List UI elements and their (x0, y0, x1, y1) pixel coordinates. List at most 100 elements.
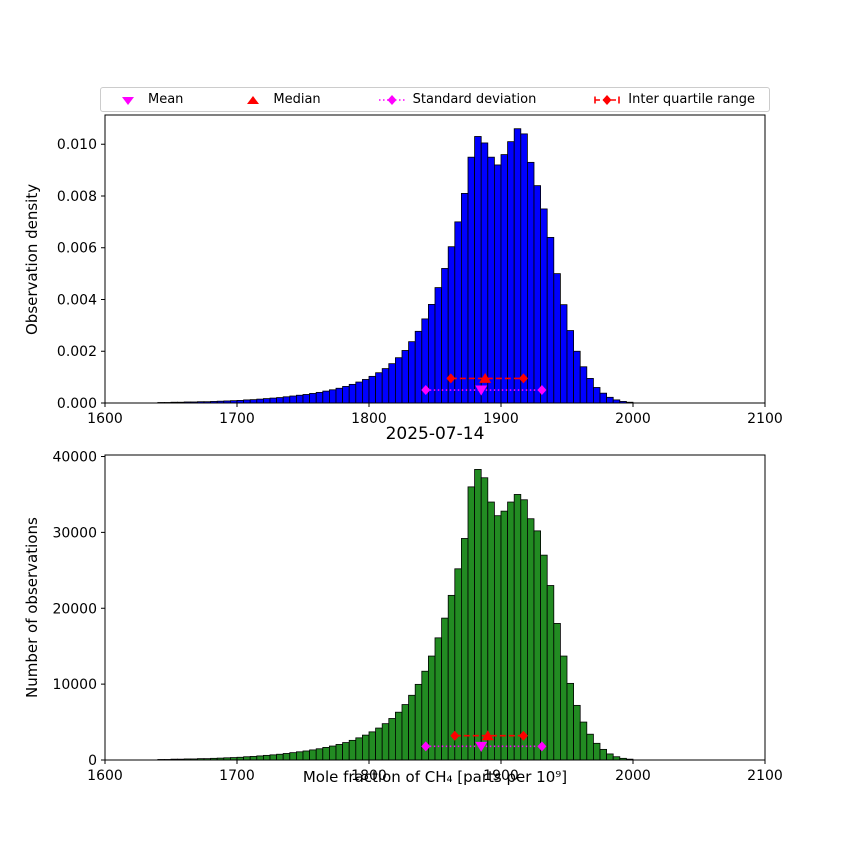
bar (460, 193, 469, 404)
y-tick-label: 30000 (52, 525, 97, 541)
bar (540, 208, 548, 404)
bar (586, 733, 594, 761)
bar (434, 637, 442, 761)
bar (546, 236, 555, 404)
bar (302, 750, 310, 761)
diamond-marker (446, 373, 456, 384)
axes-box (104, 454, 766, 761)
bar (388, 718, 396, 761)
diamond-marker (518, 373, 528, 384)
bar (573, 704, 581, 761)
bar (348, 383, 357, 404)
bar (381, 368, 390, 404)
x-tick-label: 1800 (351, 768, 387, 784)
y-tick-label: 0.010 (57, 137, 97, 153)
y-tick-label: 20000 (52, 601, 97, 617)
bar (262, 398, 271, 404)
bar (249, 756, 258, 761)
bar (586, 378, 594, 404)
bar (361, 734, 370, 761)
bar (394, 711, 403, 761)
bar (520, 499, 528, 761)
mean-marker (475, 385, 488, 396)
bar (579, 721, 588, 761)
y-tick-label: 0 (88, 753, 97, 769)
bar (533, 185, 541, 404)
x-tick-label: 1600 (87, 768, 123, 784)
bar (560, 304, 568, 404)
x-tick-label: 2100 (747, 411, 783, 427)
bar (606, 396, 614, 404)
x-tick-label: 1800 (351, 411, 387, 427)
bar (315, 748, 324, 761)
diamond-marker (537, 385, 547, 396)
bar (480, 477, 489, 761)
bar (269, 754, 277, 761)
bar (579, 366, 588, 404)
bar (394, 357, 403, 404)
bar (599, 392, 607, 404)
bar (256, 755, 264, 761)
bar (408, 341, 416, 404)
bar (527, 518, 535, 761)
y-tick-label: 0.006 (57, 241, 97, 257)
bar (566, 682, 574, 761)
bar (593, 387, 601, 404)
bar (315, 391, 324, 404)
legend-item-mean: Mean (115, 92, 183, 107)
bar (348, 739, 357, 761)
bar (480, 142, 489, 404)
bar (467, 156, 475, 404)
x-tick-label: 2000 (615, 411, 651, 427)
bar (295, 394, 304, 404)
y-tick-label: 40000 (52, 450, 97, 466)
bar (276, 397, 284, 404)
bar (355, 737, 363, 761)
std-deviation-marker-icon (378, 94, 405, 105)
legend-label-iqr: Inter quartile range (628, 92, 755, 107)
bar (487, 156, 495, 404)
bar (427, 304, 436, 404)
bar (335, 387, 343, 404)
x-tick-label: 1600 (87, 411, 123, 427)
bar (493, 164, 502, 404)
bar (500, 510, 508, 761)
bar (553, 623, 561, 761)
y-tick-label: 0.002 (57, 344, 97, 360)
bar (388, 363, 396, 404)
histogram-bars (157, 469, 634, 761)
bar (381, 723, 390, 761)
bar (408, 694, 416, 761)
bar (282, 753, 291, 761)
x-tick-label: 1700 (219, 411, 255, 427)
bar (368, 731, 376, 761)
bar (500, 154, 508, 404)
bar (454, 568, 462, 761)
bar (414, 330, 423, 404)
bar (474, 469, 482, 761)
bar (361, 379, 370, 404)
bar (342, 386, 350, 404)
bar (460, 538, 469, 761)
bar (533, 530, 541, 761)
bar (513, 128, 522, 404)
bar (328, 389, 337, 404)
bar (322, 390, 330, 404)
diamond-marker (537, 741, 547, 752)
bar (375, 727, 383, 761)
bar (441, 617, 449, 761)
bar (328, 745, 337, 761)
bar (507, 141, 515, 404)
bar (302, 394, 310, 404)
bar (282, 396, 291, 404)
bar (276, 753, 284, 761)
median-marker (481, 730, 494, 741)
bar (335, 744, 343, 761)
bar (342, 742, 350, 761)
bar (467, 486, 475, 761)
legend-item-std: Standard deviation (378, 92, 536, 107)
median-marker-icon (247, 95, 260, 104)
bar (434, 287, 442, 404)
